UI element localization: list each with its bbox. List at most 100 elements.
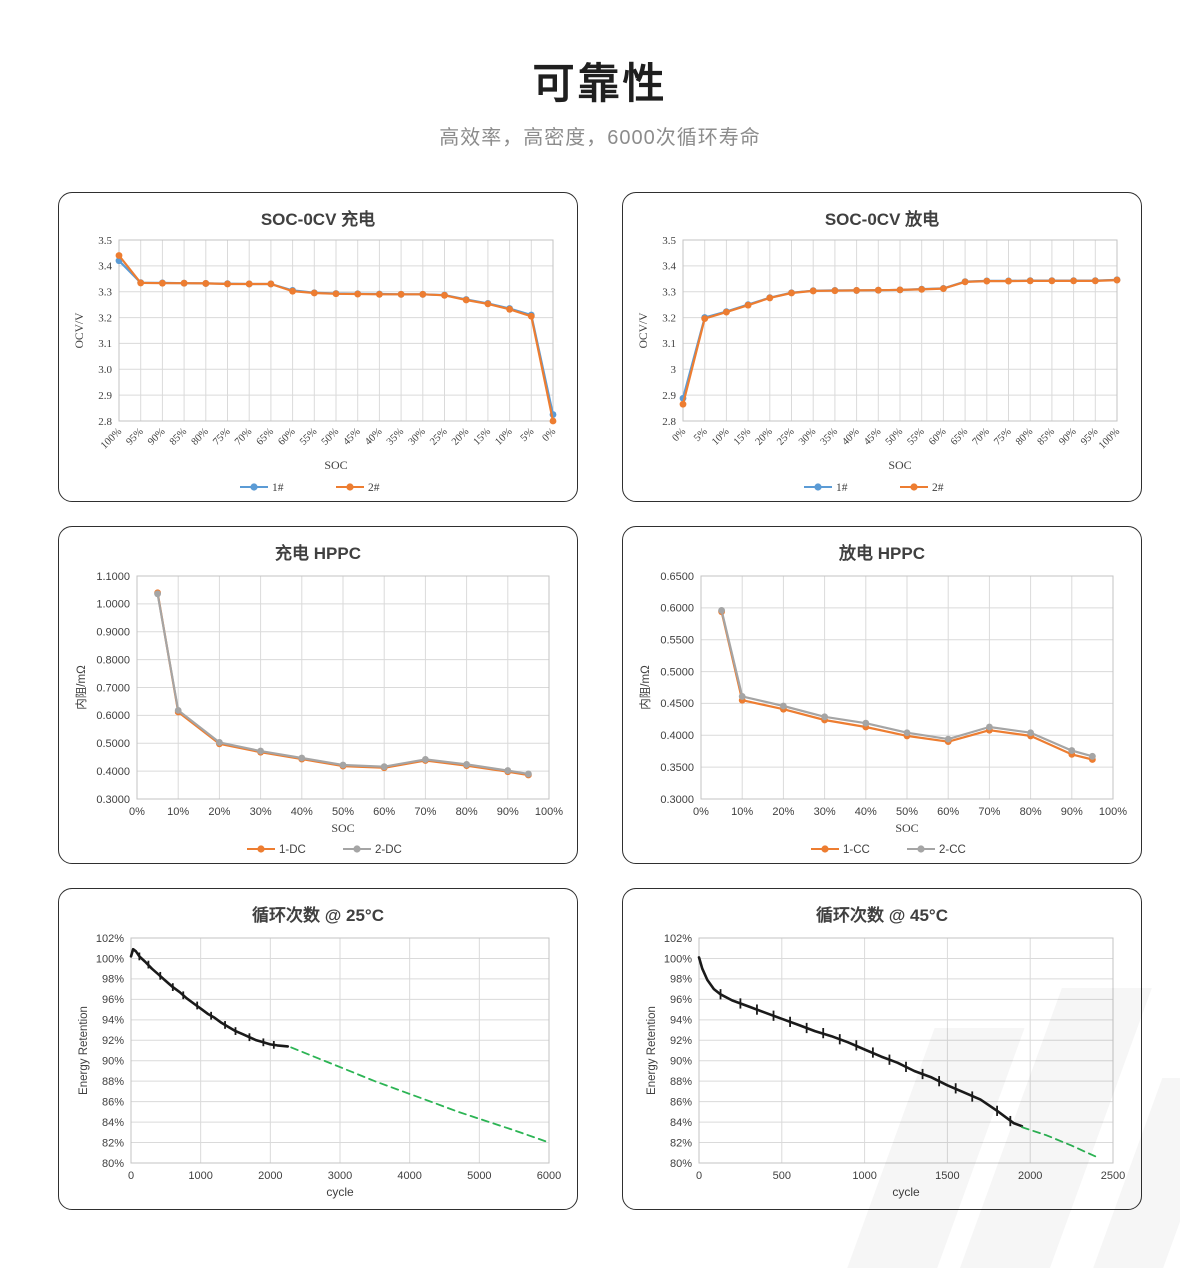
svg-text:40%: 40% [291,806,313,818]
svg-text:90%: 90% [146,426,168,448]
svg-text:2.9: 2.9 [98,390,112,402]
svg-text:0.3500: 0.3500 [660,762,694,774]
svg-text:SOC: SOC [324,458,347,472]
chart-card-cycle-25c: 循环次数 @ 25°C 80% 82% 84% 86% 88% 90% 92% 94% 96% 9… [58,888,578,1210]
svg-text:cycle: cycle [892,1185,920,1199]
svg-text:0: 0 [696,1170,702,1182]
svg-text:70%: 70% [971,426,993,448]
svg-text:OCV/V: OCV/V [638,312,650,348]
svg-text:0%: 0% [129,806,145,818]
svg-text:内阻/mΩ: 内阻/mΩ [638,665,652,710]
svg-text:65%: 65% [949,426,971,448]
svg-text:1-DC: 1-DC [279,844,306,856]
svg-text:94%: 94% [102,1015,124,1027]
svg-text:2-CC: 2-CC [939,844,966,856]
svg-text:1.0000: 1.0000 [96,599,130,611]
svg-text:102%: 102% [96,933,124,945]
svg-text:25%: 25% [775,426,797,448]
svg-text:80%: 80% [1014,426,1036,448]
svg-text:3.0: 3.0 [98,364,112,376]
svg-text:3000: 3000 [328,1170,352,1182]
svg-text:2000: 2000 [258,1170,282,1182]
svg-text:2000: 2000 [1018,1170,1042,1182]
svg-text:3.1: 3.1 [662,338,676,350]
svg-text:2#: 2# [932,482,944,494]
svg-text:86%: 86% [670,1096,692,1108]
svg-text:0.5000: 0.5000 [660,666,694,678]
svg-text:2#: 2# [368,482,380,494]
svg-text:10%: 10% [710,426,732,448]
svg-text:90%: 90% [1057,426,1079,448]
svg-text:85%: 85% [1036,426,1058,448]
chart-canvas-discharge-hppc: 0.3000 0.3500 0.4000 0.4500 0.5000 0.5500 0.60… [633,564,1131,861]
chart-title: SOC-0CV 放电 [824,210,940,229]
svg-text:5000: 5000 [467,1170,491,1182]
svg-text:86%: 86% [102,1096,124,1108]
svg-text:0%: 0% [540,426,558,444]
svg-text:84%: 84% [670,1117,692,1129]
svg-text:0.8000: 0.8000 [96,654,130,666]
chart-card-discharge-hppc: 放电 HPPC 0.3000 0.3500 0.4000 0.4500 0.5000 0.… [622,526,1142,864]
svg-text:3.4: 3.4 [662,261,676,273]
svg-text:15%: 15% [732,426,754,448]
svg-text:2500: 2500 [1101,1170,1125,1182]
svg-text:1500: 1500 [935,1170,959,1182]
svg-text:70%: 70% [978,806,1000,818]
chart-canvas-cycle-45c: 80% 82% 84% 86% 88% 90% 92% 94% 96% 98% 100% 102% 0 5… [633,926,1131,1207]
chart-title: 循环次数 @ 25°C [251,906,384,925]
svg-text:100%: 100% [1097,426,1122,451]
svg-text:84%: 84% [102,1117,124,1129]
svg-text:0.4500: 0.4500 [660,698,694,710]
svg-text:80%: 80% [456,806,478,818]
svg-text:3.2: 3.2 [662,312,676,324]
chart-card-cycle-45c: 循环次数 @ 45°C 80% 82% 84% 86% 88% 90% 92% 94% 96% 9… [622,888,1142,1210]
svg-text:100%: 100% [1099,806,1127,818]
svg-text:0.4000: 0.4000 [660,730,694,742]
chart-title: 循环次数 @ 45°C [815,906,948,925]
svg-text:80%: 80% [102,1158,124,1170]
svg-text:75%: 75% [211,426,233,448]
svg-text:35%: 35% [819,426,841,448]
svg-text:45%: 45% [341,426,363,448]
svg-text:50%: 50% [896,806,918,818]
svg-text:0%: 0% [693,806,709,818]
svg-text:cycle: cycle [326,1185,354,1199]
svg-text:3.1: 3.1 [98,338,112,350]
svg-text:85%: 85% [168,426,190,448]
svg-text:60%: 60% [937,806,959,818]
svg-text:1.1000: 1.1000 [96,571,130,583]
svg-text:Energy Retention: Energy Retention [78,1006,90,1095]
svg-text:55%: 55% [905,426,927,448]
svg-text:500: 500 [773,1170,791,1182]
svg-text:82%: 82% [670,1137,692,1149]
chart-title: 放电 HPPC [839,544,925,563]
svg-text:50%: 50% [884,426,906,448]
svg-text:100%: 100% [96,953,124,965]
svg-text:5%: 5% [692,426,710,444]
svg-text:96%: 96% [670,994,692,1006]
chart-card-soc-ocv-charge: SOC-0CV 充电 2.8 2.9 3.0 3.1 3.2 3.3 3.4 3.5 100% 9… [58,192,578,502]
svg-text:50%: 50% [332,806,354,818]
chart-card-charge-hppc: 充电 HPPC 0.3000 0.4000 0.5000 0.6000 0.7000 0.… [58,526,578,864]
page-subtitle: 高效率，高密度，6000次循环寿命 [439,127,761,149]
svg-text:0.3000: 0.3000 [660,794,694,806]
svg-text:3.3: 3.3 [98,287,112,299]
svg-text:80%: 80% [190,426,212,448]
svg-text:3.3: 3.3 [662,287,676,299]
svg-text:50%: 50% [320,426,342,448]
svg-text:20%: 20% [772,806,794,818]
svg-text:3.2: 3.2 [98,312,112,324]
chart-canvas-soc-ocv-discharge: 2.8 2.9 3 3.1 3.2 3.3 3.4 3.5 0% 5% 10% 15% 20% 25% 30… [633,230,1131,499]
svg-text:SOC: SOC [895,821,918,835]
svg-text:45%: 45% [862,426,884,448]
svg-text:100%: 100% [664,953,692,965]
svg-text:0: 0 [128,1170,134,1182]
svg-text:3.5: 3.5 [662,235,676,247]
svg-text:80%: 80% [1020,806,1042,818]
svg-text:0.3000: 0.3000 [96,794,130,806]
svg-text:96%: 96% [102,994,124,1006]
svg-text:0.7000: 0.7000 [96,682,130,694]
svg-text:60%: 60% [276,426,298,448]
svg-text:30%: 30% [814,806,836,818]
svg-text:90%: 90% [670,1056,692,1068]
